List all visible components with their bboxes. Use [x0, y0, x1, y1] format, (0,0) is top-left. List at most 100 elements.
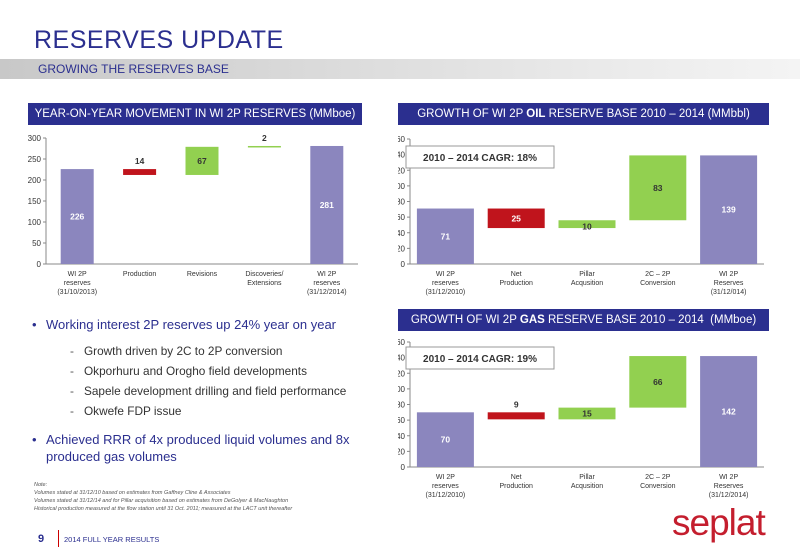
- y-tick-label: 80: [398, 401, 406, 410]
- x-category-label: Revisions: [187, 271, 218, 278]
- bullet-list: • Working interest 2P reserves up 24% ye…: [32, 316, 382, 465]
- footnote-line: Note:: [34, 482, 48, 488]
- waterfall-bar: [416, 412, 474, 467]
- panel-header-yoy-text: YEAR-ON-YEAR MOVEMENT IN WI 2P RESERVES …: [34, 108, 356, 120]
- y-tick-label: 100: [398, 182, 406, 191]
- footnote-line: Volumes stated at 31/12/10 based on esti…: [34, 490, 231, 496]
- x-category-label: Acqusition: [571, 280, 603, 287]
- subtitle-bar: [0, 59, 800, 79]
- y-tick-label: 80: [398, 198, 406, 207]
- x-category-label: WI 2P: [436, 474, 455, 481]
- data-label: 70: [441, 435, 451, 445]
- sub-bullet-text: Okporhuru and Orogho field developments: [84, 364, 307, 378]
- y-tick-label: 160: [398, 135, 406, 144]
- bullet-dot-icon: •: [32, 432, 37, 447]
- waterfall-bar: [558, 220, 616, 229]
- y-tick-label: 0: [401, 260, 406, 269]
- waterfall-bar: [487, 412, 545, 420]
- waterfall-bar: [416, 208, 474, 264]
- footer-divider: [58, 530, 59, 547]
- y-tick-label: 120: [398, 166, 406, 175]
- waterfall-bar: [123, 169, 157, 175]
- seplat-logo: seplat: [672, 502, 766, 543]
- x-category-label: reserves: [432, 280, 459, 287]
- oil-header-bold: OIL: [526, 108, 546, 120]
- x-category-label: Net: [511, 474, 522, 481]
- bullet-main-2: • Achieved RRR of 4x produced liquid vol…: [32, 431, 382, 465]
- bullet-main-1-text: Working interest 2P reserves up 24% year…: [46, 317, 336, 332]
- panel-header-yoy: YEAR-ON-YEAR MOVEMENT IN WI 2P RESERVES …: [28, 103, 362, 125]
- data-label: 15: [582, 409, 592, 419]
- data-label: 66: [653, 377, 663, 387]
- cagr-annotation-box: [405, 346, 555, 370]
- x-category-label: Acqusition: [571, 483, 603, 490]
- waterfall-bar: [629, 356, 687, 408]
- y-tick-label: 60: [398, 416, 406, 425]
- x-category-label: reserves: [64, 280, 91, 287]
- x-category-label: WI 2P: [719, 271, 738, 278]
- waterfall-bar: [700, 155, 758, 264]
- footer-text: 2014 FULL YEAR RESULTS: [64, 535, 160, 544]
- data-label: 9: [514, 399, 519, 409]
- footnote-line: Historical production measured at the fl…: [34, 506, 293, 512]
- x-category-label: WI 2P: [719, 474, 738, 481]
- data-label: 67: [197, 156, 207, 166]
- y-tick-label: 100: [398, 385, 406, 394]
- x-category-label: Conversion: [640, 483, 676, 490]
- waterfall-bar: [700, 356, 758, 467]
- x-category-label: Production: [499, 483, 533, 490]
- bullet-main-1: • Working interest 2P reserves up 24% ye…: [32, 316, 382, 333]
- y-tick-label: 300: [28, 134, 42, 143]
- data-label: 226: [70, 212, 84, 222]
- y-tick-label: 40: [398, 229, 406, 238]
- x-category-label: (31/10/2013): [57, 289, 97, 296]
- x-category-label: Conversion: [640, 280, 676, 287]
- page-title: RESERVES UPDATE: [34, 26, 284, 54]
- x-category-label: Reserves: [714, 280, 744, 287]
- data-label: 25: [511, 213, 521, 223]
- gas-header-bold: GAS: [519, 314, 545, 326]
- data-label: 71: [441, 231, 451, 241]
- y-tick-label: 160: [398, 338, 406, 347]
- oil-header-suffix: RESERVE BASE 2010 – 2014 (MMbbl): [545, 108, 750, 120]
- x-category-label: (31/12/2014): [307, 289, 347, 296]
- cagr-annotation-text: 2010 – 2014 CAGR: 19%: [423, 354, 537, 365]
- x-category-label: reserves: [313, 280, 340, 287]
- footnote-line: Volumes stated at 31/12/14 and for Pilla…: [34, 498, 289, 504]
- x-category-label: Extensions: [247, 280, 282, 287]
- x-category-label: Pillar: [579, 271, 595, 278]
- y-tick-label: 60: [398, 213, 406, 222]
- waterfall-bar: [185, 146, 219, 175]
- data-label: 142: [722, 407, 736, 417]
- panel-header-oil: GROWTH OF WI 2P OIL RESERVE BASE 2010 – …: [398, 103, 769, 125]
- x-category-label: Net: [511, 271, 522, 278]
- y-tick-label: 140: [398, 354, 406, 363]
- yoy-waterfall-chart: 0 50 100 150 200 250 300 226 WI 2P reserves (31/10…: [28, 133, 358, 296]
- waterfall-bar: [310, 145, 344, 264]
- cagr-annotation-text: 2010 – 2014 CAGR: 18%: [423, 153, 537, 164]
- y-tick-label: 200: [28, 176, 42, 185]
- data-label: 281: [320, 200, 334, 210]
- oil-waterfall-chart: 0 20 40 60 80 100 120 140 160 71 WI 2P reserves (31/…: [398, 135, 764, 296]
- dash-icon: -: [70, 404, 74, 418]
- y-tick-label: 50: [32, 239, 41, 248]
- oil-header-prefix: GROWTH OF WI 2P: [417, 108, 527, 120]
- y-tick-label: 20: [398, 447, 406, 456]
- gas-header-prefix: GROWTH OF WI 2P: [410, 314, 520, 326]
- dash-icon: -: [70, 384, 74, 398]
- x-category-label: Production: [123, 271, 157, 278]
- sub-bullet-list: - Growth driven by 2C to 2P conversion -O…: [70, 341, 382, 421]
- dash-icon: -: [70, 364, 74, 378]
- page-subtitle: GROWING THE RESERVES BASE: [38, 62, 229, 76]
- sub-bullet-text: Sapele development drilling and field pe…: [84, 384, 347, 398]
- page-number: 9: [38, 533, 45, 545]
- cagr-annotation-box: [405, 145, 555, 169]
- y-tick-label: 0: [37, 260, 42, 269]
- x-category-label: (31/12/014): [711, 289, 747, 296]
- data-label: 10: [582, 221, 592, 231]
- sub-bullet-text: Growth driven by 2C to 2P conversion: [84, 344, 283, 358]
- bullet-main-2-text: Achieved RRR of 4x produced liquid volum…: [46, 432, 350, 464]
- x-category-label: WI 2P: [68, 271, 87, 278]
- gas-header-suffix: RESERVE BASE 2010 – 2014 (MMboe): [544, 314, 757, 326]
- y-tick-label: 20: [398, 244, 406, 253]
